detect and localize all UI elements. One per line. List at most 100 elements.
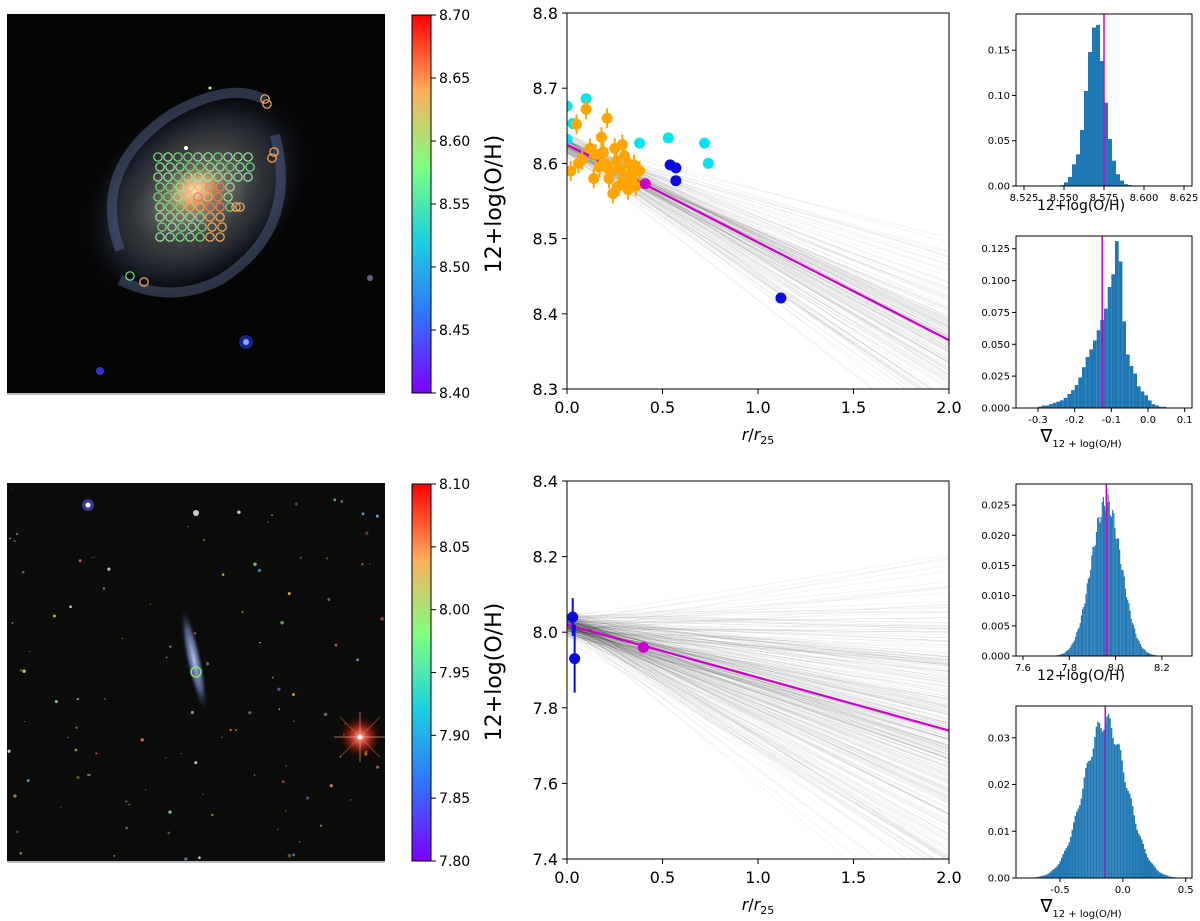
mc-line [567,625,949,712]
background-star [361,512,365,516]
background-star [113,855,116,857]
mc-line [567,628,949,732]
data-point-cyan [699,137,711,149]
histogram-bar [1144,650,1146,656]
mc-line [567,634,949,799]
histogram-bar [1069,648,1071,656]
mc-line [567,633,949,746]
histogram-bar [1160,873,1163,878]
histogram-bar [1082,609,1084,656]
mc-line [567,625,949,774]
hii-region-marker [197,222,207,232]
mc-line [567,622,949,700]
histogram-bar [1073,822,1075,878]
y-tick-label: 0.025 [981,372,1010,383]
histogram-bar [1159,406,1163,408]
histogram-bar [1097,721,1099,878]
mc-line [567,628,946,859]
histogram-bar [1064,850,1066,878]
mc-line [567,624,949,841]
histogram-bar [1136,829,1138,878]
background-star [128,803,130,806]
histogram-bar [1109,718,1111,878]
histogram-bar [1157,871,1160,878]
histogram-bar [1093,547,1095,656]
histogram-bar [1087,578,1089,656]
x-tick-label: 0.1 [1177,415,1193,426]
background-star [293,720,295,722]
mc-line [567,626,949,759]
mc-line [567,620,949,815]
x-tick-label: -0.5 [1050,885,1070,896]
background-star [169,645,172,648]
hii-region-marker [260,94,270,104]
colorbar-top-label: 12+log(O/H) [482,135,507,273]
histogram-top-oh-xlabel: 12+log(O/H) [1037,198,1125,214]
colorbar-tick-label: 8.05 [439,540,470,556]
mc-line [567,632,949,822]
mc-line [567,630,949,794]
hii-region-marker [215,182,225,192]
histogram-bar [1063,397,1068,408]
histogram-bar [1111,274,1115,408]
data-point-blue [569,653,581,665]
mc-line [567,624,949,719]
histogram-bar [1061,857,1063,878]
background-star [229,729,232,732]
hii-region-marker [205,182,215,192]
hii-region-marker [139,277,149,287]
mc-line [567,628,949,740]
x-tick-label: 8.525 [1010,193,1039,204]
hii-region-marker [173,172,183,182]
mc-line [567,612,949,627]
x-tick-label: 8.0 [1108,663,1124,674]
data-point-orange [588,172,600,184]
background-star [339,756,342,758]
mc-line [567,620,949,721]
mc-line [567,618,949,667]
mc-line [567,619,949,716]
mc-line [567,626,949,740]
mc-line [567,625,949,783]
mc-line [567,626,949,672]
background-star [76,698,78,700]
hii-region-marker [185,182,195,192]
mc-line [567,628,949,700]
histogram-bar [1148,400,1152,408]
histogram-bar [1107,494,1109,656]
background-star [280,621,284,625]
mc-line [567,626,949,851]
hii-region-marker [213,152,223,162]
mc-line [567,617,949,625]
hii-region-marker [173,152,183,162]
histogram-bar [1100,516,1102,656]
mc-line [567,616,949,726]
histogram-bar [1133,815,1135,878]
background-star [19,669,23,672]
data-point-orange [572,157,584,169]
histogram-bar [1102,496,1104,656]
mc-line [567,618,949,770]
background-star [165,656,168,659]
histogram-bar [1165,875,1167,878]
hii-region-marker [175,182,185,192]
mc-line [567,622,949,852]
best-fit-line [567,623,949,732]
mc-line [567,623,949,785]
mc-line [567,621,907,859]
mc-line [567,558,949,623]
mc-line [567,151,899,389]
colorbar-tick-label: 8.45 [439,323,470,339]
mc-line [567,617,949,815]
mc-line [567,622,949,715]
mc-line [567,631,949,767]
mc-line [567,636,949,710]
mc-line [567,627,949,746]
mc-line [567,627,949,702]
mc-line [567,620,949,815]
histogram-bar [1150,861,1152,878]
y-tick-label: 8.3 [533,380,558,399]
mc-line [567,620,949,682]
mc-line [567,635,949,858]
mc-line [567,141,949,239]
